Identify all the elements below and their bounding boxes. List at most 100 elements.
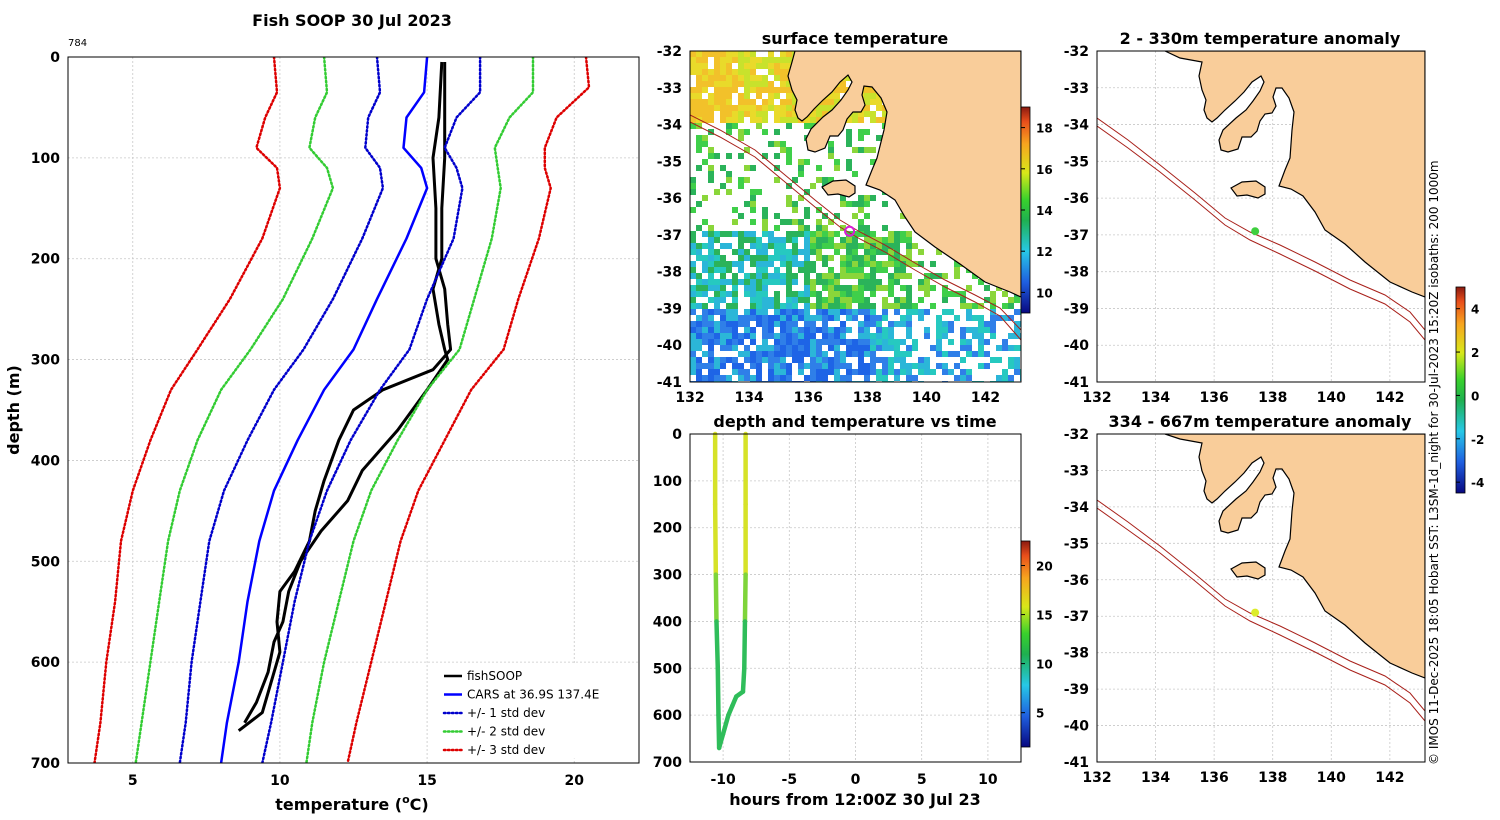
sst-cell bbox=[936, 363, 942, 369]
sst-cell bbox=[996, 345, 1002, 351]
sst-cell bbox=[900, 231, 906, 237]
sst-cell bbox=[798, 345, 804, 351]
sst-cell bbox=[840, 195, 846, 201]
sst-cell bbox=[870, 237, 876, 243]
sst-cell bbox=[708, 279, 714, 285]
sst-cell bbox=[780, 219, 786, 225]
sst-cell bbox=[696, 357, 702, 363]
sst-cell bbox=[774, 333, 780, 339]
sst-cell bbox=[972, 273, 978, 279]
sst-cell bbox=[846, 285, 852, 291]
sst-cell bbox=[954, 267, 960, 273]
sst-cell bbox=[708, 225, 714, 231]
sst-cell bbox=[738, 183, 744, 189]
sst-cell bbox=[696, 165, 702, 171]
sst-cell bbox=[858, 279, 864, 285]
sst-cell bbox=[738, 261, 744, 267]
depth-time-series bbox=[712, 431, 748, 751]
sst-cell bbox=[720, 357, 726, 363]
sst-cell bbox=[720, 57, 726, 63]
sst-cell bbox=[762, 105, 768, 111]
sst-cell bbox=[930, 285, 936, 291]
sst-cell bbox=[762, 291, 768, 297]
sst-cell bbox=[768, 321, 774, 327]
sst-cell bbox=[882, 315, 888, 321]
sst-cell bbox=[888, 279, 894, 285]
sst-cell bbox=[972, 351, 978, 357]
sst-cell bbox=[906, 261, 912, 267]
sst-cell bbox=[696, 333, 702, 339]
sst-cell bbox=[942, 297, 948, 303]
sst-cell bbox=[882, 285, 888, 291]
map-y-tick-label: -34 bbox=[1064, 118, 1090, 134]
sst-cell bbox=[906, 255, 912, 261]
sst-cell bbox=[828, 231, 834, 237]
sst-cell bbox=[984, 321, 990, 327]
sst-cell bbox=[726, 117, 732, 123]
sst-cell bbox=[738, 135, 744, 141]
sst-cell bbox=[852, 285, 858, 291]
sst-cell bbox=[774, 57, 780, 63]
sst-cell bbox=[816, 291, 822, 297]
sst-cell bbox=[852, 267, 858, 273]
sst-cell bbox=[792, 321, 798, 327]
sst-cell bbox=[744, 351, 750, 357]
depth-time-segment bbox=[712, 502, 719, 577]
sst-cell bbox=[792, 255, 798, 261]
sst-cell bbox=[774, 63, 780, 69]
sst-cell bbox=[900, 255, 906, 261]
sst-cell bbox=[948, 321, 954, 327]
sst-cell bbox=[708, 309, 714, 315]
sst-cell bbox=[714, 321, 720, 327]
sst-cell bbox=[1008, 345, 1014, 351]
sst-cell bbox=[786, 123, 792, 129]
sst-cell bbox=[888, 339, 894, 345]
map-y-tick-label: -32 bbox=[657, 44, 682, 60]
sst-cell bbox=[732, 357, 738, 363]
sst-cell bbox=[738, 111, 744, 117]
sst-cell bbox=[924, 279, 930, 285]
sst-cell bbox=[864, 87, 870, 93]
sst-cell bbox=[858, 303, 864, 309]
sst-cell bbox=[720, 231, 726, 237]
sst-cell bbox=[762, 321, 768, 327]
sst-cell bbox=[792, 219, 798, 225]
sst-cell bbox=[870, 333, 876, 339]
sst-cell bbox=[702, 51, 708, 57]
sst-cell bbox=[756, 309, 762, 315]
x-tick-label: 20 bbox=[565, 773, 585, 789]
sst-cell bbox=[702, 279, 708, 285]
sst-cell bbox=[762, 81, 768, 87]
colorbar-tick-label: 18 bbox=[1036, 122, 1053, 136]
sst-cell bbox=[774, 309, 780, 315]
sst-cell bbox=[900, 363, 906, 369]
sst-cell bbox=[738, 81, 744, 87]
sst-cell bbox=[846, 375, 852, 381]
sst-cell bbox=[696, 273, 702, 279]
sst-cell bbox=[774, 225, 780, 231]
sst-cell bbox=[780, 81, 786, 87]
sst-cell bbox=[828, 93, 834, 99]
sst-cell bbox=[804, 267, 810, 273]
sst-cell bbox=[828, 237, 834, 243]
sst-cell bbox=[774, 375, 780, 381]
anomaly-shallow-frame bbox=[1096, 50, 1426, 383]
sst-cell bbox=[750, 339, 756, 345]
sst-cell bbox=[930, 273, 936, 279]
sst-cell bbox=[750, 69, 756, 75]
sst-cell bbox=[714, 297, 720, 303]
x-tick-label: 0 bbox=[851, 772, 861, 788]
sst-cell bbox=[870, 99, 876, 105]
sst-cell bbox=[1002, 339, 1008, 345]
sst-cell bbox=[1008, 375, 1014, 381]
sst-cell bbox=[786, 105, 792, 111]
sst-cell bbox=[978, 303, 984, 309]
map-x-tick-label: 134 bbox=[1141, 390, 1170, 406]
sst-cell bbox=[900, 237, 906, 243]
sst-cell bbox=[804, 273, 810, 279]
sst-cell bbox=[906, 351, 912, 357]
sst-cell bbox=[708, 51, 714, 57]
sst-cell bbox=[882, 201, 888, 207]
sst-cell bbox=[726, 333, 732, 339]
sst-cell bbox=[846, 363, 852, 369]
